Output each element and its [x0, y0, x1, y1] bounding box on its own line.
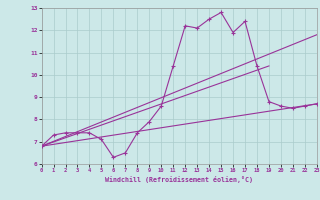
X-axis label: Windchill (Refroidissement éolien,°C): Windchill (Refroidissement éolien,°C)	[105, 176, 253, 183]
